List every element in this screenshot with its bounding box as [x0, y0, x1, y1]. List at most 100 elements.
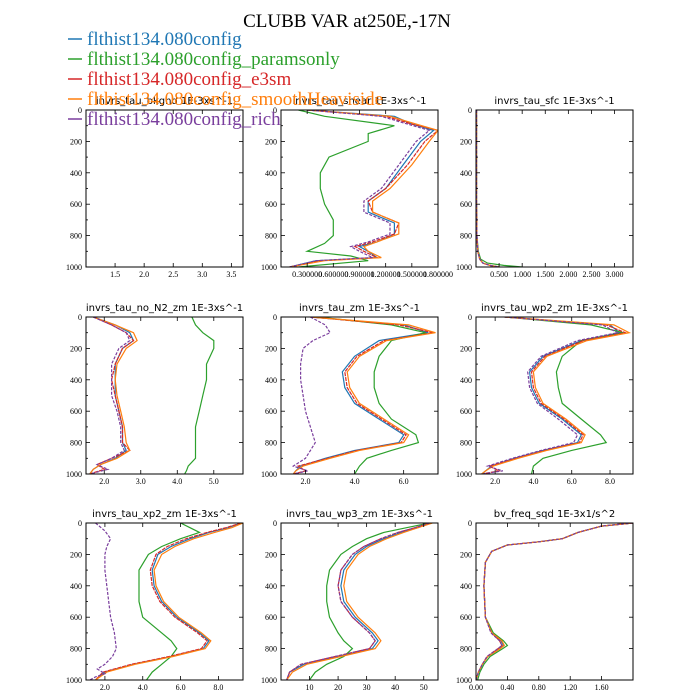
x-tick-label: 1.20: [563, 683, 577, 692]
series-line: [481, 317, 628, 474]
y-tick-label: 200: [265, 137, 277, 146]
y-tick-label: 800: [460, 645, 472, 654]
y-tick-label: 400: [265, 169, 277, 178]
series-line: [289, 110, 431, 267]
plot-frame: [280, 522, 439, 681]
plot-frame: [475, 109, 634, 268]
x-tick-label: 3.000: [606, 270, 624, 279]
panel-title: invrs_tau_shear 1E-3xs^-1: [293, 96, 427, 107]
series-line: [476, 523, 633, 680]
chart-panel: invrs_tau_xp2_zm 1E-3xs^-1 0 200 400 600 800 1…: [66, 509, 244, 692]
series-group: [286, 523, 433, 680]
x-tick-label: 1.800000: [423, 270, 453, 279]
x-tick-label: 8.0: [213, 683, 223, 692]
y-tick-label: 400: [70, 169, 82, 178]
plot-frame: [475, 522, 634, 681]
panel-title: invrs_tau_zm 1E-3xs^-1: [299, 303, 420, 314]
series-line: [481, 317, 632, 474]
x-tick-label: 0.00: [469, 683, 483, 692]
series-line: [476, 110, 500, 267]
series-group: [481, 317, 632, 474]
x-tick-label: 0.80: [532, 683, 546, 692]
series-line: [504, 317, 624, 474]
series-group: [89, 317, 215, 474]
y-tick-label: 400: [70, 582, 82, 591]
x-tick-label: 0.500: [490, 270, 508, 279]
y-tick-label: 0: [273, 313, 277, 322]
chart-panel: invrs_tau_sfc 1E-3xs^-1 0 200 400 600 800 1000…: [456, 96, 634, 279]
series-line: [286, 523, 430, 680]
plot-frame: [85, 109, 244, 268]
y-tick-label: 1000: [66, 263, 82, 272]
series-line: [476, 110, 500, 267]
y-tick-label: 1000: [456, 676, 472, 685]
x-tick-label: 2.0: [490, 477, 500, 486]
x-tick-label: 5.0: [209, 477, 219, 486]
series-group: [291, 317, 436, 474]
y-tick-label: 400: [70, 376, 82, 385]
series-line: [89, 523, 117, 680]
y-tick-label: 600: [70, 613, 82, 622]
series-line: [293, 317, 434, 474]
y-tick-label: 0: [468, 313, 472, 322]
y-tick-label: 800: [70, 645, 82, 654]
series-line: [184, 317, 215, 474]
x-tick-label: 1.5: [110, 270, 120, 279]
series-line: [89, 317, 135, 474]
x-tick-label: 2.0: [139, 270, 149, 279]
series-line: [476, 110, 523, 267]
legend: flthist134.080configflthist134.080config…: [68, 29, 383, 130]
series-line: [89, 317, 131, 474]
panel-title: invrs_tau_no_N2_zm 1E-3xs^-1: [86, 303, 243, 314]
x-tick-label: 50: [420, 683, 428, 692]
y-tick-label: 200: [70, 137, 82, 146]
y-tick-label: 0: [78, 313, 82, 322]
series-line: [89, 317, 138, 474]
y-tick-label: 400: [265, 376, 277, 385]
x-tick-label: 10: [306, 683, 314, 692]
y-tick-label: 800: [70, 439, 82, 448]
series-line: [289, 110, 435, 267]
y-tick-label: 200: [265, 550, 277, 559]
series-line: [291, 317, 331, 474]
y-tick-label: 0: [78, 106, 82, 115]
panel-title: invrs_tau_wp3_zm 1E-3xs^-1: [286, 509, 433, 520]
y-tick-label: 0: [468, 519, 472, 528]
y-tick-label: 200: [70, 550, 82, 559]
panel-title: invrs_tau_sfc 1E-3xs^-1: [494, 96, 614, 107]
x-tick-label: 4.0: [350, 477, 360, 486]
series-line: [95, 523, 243, 680]
x-tick-label: 0.300000: [292, 270, 322, 279]
plot-frame: [280, 109, 439, 268]
x-tick-label: 2.500: [582, 270, 600, 279]
x-tick-label: 0.900000: [345, 270, 375, 279]
series-group: [289, 110, 438, 267]
y-tick-label: 1000: [456, 263, 472, 272]
y-tick-label: 600: [70, 407, 82, 416]
x-tick-label: 6.0: [399, 477, 409, 486]
series-group: [476, 110, 523, 267]
x-tick-label: 1.000: [513, 270, 531, 279]
chart-panel: invrs_tau_no_N2_zm 1E-3xs^-1 0 200 400 600 80…: [66, 303, 244, 486]
y-tick-label: 600: [460, 613, 472, 622]
x-tick-label: 2.0: [99, 477, 109, 486]
y-tick-label: 400: [265, 582, 277, 591]
y-tick-label: 1000: [261, 470, 277, 479]
x-tick-label: 1.500: [536, 270, 554, 279]
plot-frame: [85, 316, 244, 475]
chart-panel: bv_freq_sqd 1E-3x1/s^2020040060080010000…: [456, 509, 634, 692]
series-line: [95, 523, 242, 680]
x-tick-label: 3.5: [226, 270, 236, 279]
y-tick-label: 600: [265, 407, 277, 416]
panel-title: bv_freq_sqd 1E-3x1/s^2: [494, 509, 616, 520]
x-tick-label: 1.60: [595, 683, 609, 692]
y-tick-label: 200: [460, 550, 472, 559]
series-line: [292, 317, 436, 474]
y-tick-label: 200: [70, 344, 82, 353]
series-line: [481, 317, 621, 474]
x-tick-label: 40: [391, 683, 399, 692]
x-tick-label: 6.0: [567, 477, 577, 486]
series-line: [476, 523, 633, 680]
y-tick-label: 200: [460, 344, 472, 353]
y-tick-label: 800: [265, 439, 277, 448]
